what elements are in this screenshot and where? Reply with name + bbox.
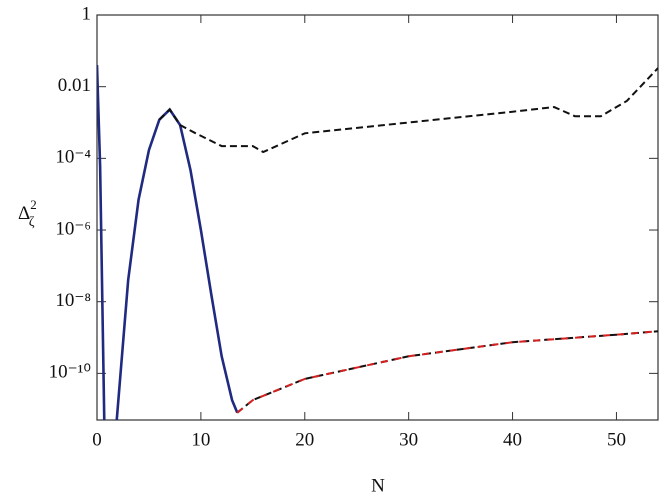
plot-frame (96, 14, 659, 421)
y-axis-label: Δ2 ζ (18, 197, 37, 230)
y-label-sup: 2 (30, 197, 37, 212)
y-tick-label: 10⁻⁶ (55, 218, 91, 239)
x-tick-label: 40 (503, 429, 522, 450)
series-line (97, 65, 239, 420)
x-tick-label: 10 (191, 429, 210, 450)
series-line (236, 330, 658, 414)
y-label-symbol: Δ (18, 203, 30, 224)
series-line (236, 330, 658, 414)
y-tick-label: 10⁻¹⁰ (49, 362, 91, 383)
x-tick-label: 0 (92, 429, 102, 450)
series-line (158, 67, 658, 154)
x-tick-label: 50 (607, 429, 626, 450)
x-axis-label: N (371, 475, 385, 496)
y-tick-label: 0.01 (58, 75, 91, 96)
x-tick-label: 20 (295, 429, 314, 450)
y-tick-label: 1 (82, 3, 92, 24)
x-tick-label: 30 (399, 429, 418, 450)
y-tick-label: 10⁻⁸ (55, 290, 91, 311)
y-label-sub: ζ (29, 215, 35, 230)
y-tick-label: 10⁻⁴ (55, 147, 91, 168)
